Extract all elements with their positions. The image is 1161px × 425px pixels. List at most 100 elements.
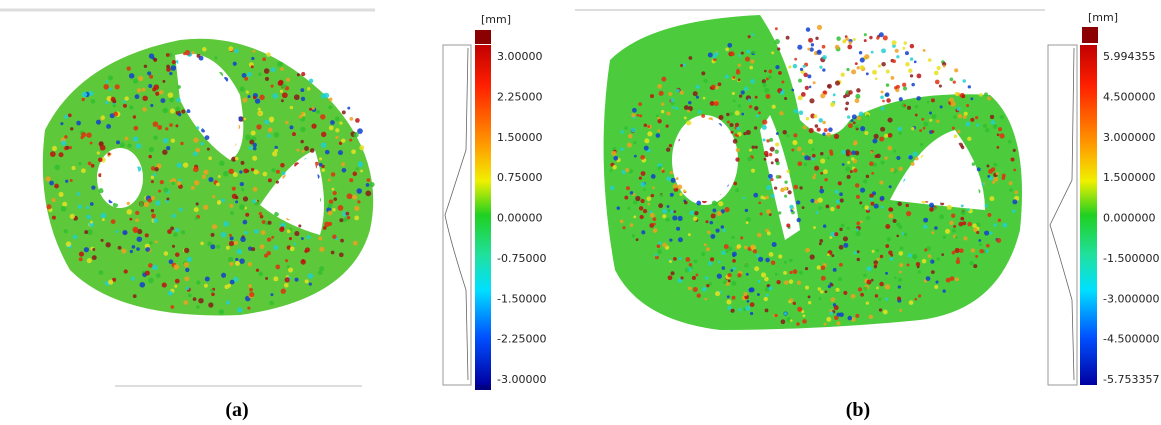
speckle bbox=[880, 255, 883, 258]
speckle bbox=[921, 118, 924, 121]
speckle bbox=[736, 148, 740, 152]
speckle bbox=[172, 60, 176, 64]
speckle bbox=[251, 131, 256, 136]
speckle bbox=[249, 288, 253, 292]
speckle bbox=[169, 179, 172, 182]
speckle bbox=[207, 148, 210, 151]
scale-label: -0.75000 bbox=[497, 252, 546, 265]
speckle bbox=[961, 94, 965, 98]
speckle bbox=[657, 249, 662, 254]
speckle bbox=[744, 263, 749, 268]
hole bbox=[101, 152, 139, 204]
speckle bbox=[899, 97, 903, 101]
scale-label: 0.00000 bbox=[497, 212, 543, 225]
speckle bbox=[105, 80, 108, 83]
speckle bbox=[628, 134, 633, 139]
speckle bbox=[230, 211, 234, 215]
speckle bbox=[79, 252, 84, 257]
speckle bbox=[752, 51, 755, 54]
speckle bbox=[780, 188, 785, 193]
speckle bbox=[116, 230, 119, 233]
speckle bbox=[931, 114, 936, 119]
speckle bbox=[1013, 149, 1016, 152]
speckle bbox=[693, 287, 698, 292]
speckle bbox=[145, 233, 149, 237]
speckle bbox=[826, 205, 830, 209]
speckle bbox=[332, 235, 337, 240]
speckle bbox=[148, 278, 154, 284]
speckle bbox=[703, 79, 707, 83]
speckle bbox=[875, 294, 879, 298]
speckle bbox=[998, 219, 1001, 222]
speckle bbox=[762, 79, 766, 83]
speckle bbox=[324, 222, 329, 227]
speckle bbox=[62, 202, 67, 207]
speckle bbox=[967, 208, 970, 211]
speckle bbox=[666, 148, 670, 152]
speckle bbox=[713, 55, 717, 59]
speckle bbox=[871, 172, 874, 175]
speckle bbox=[830, 311, 834, 315]
speckle bbox=[765, 258, 770, 263]
speckle bbox=[662, 209, 667, 214]
speckle bbox=[86, 132, 91, 137]
speckle bbox=[328, 203, 333, 208]
speckle bbox=[620, 147, 624, 151]
speckle bbox=[895, 49, 899, 53]
speckle bbox=[301, 237, 304, 240]
speckle bbox=[261, 230, 266, 235]
speckle bbox=[175, 124, 178, 127]
speckle bbox=[669, 238, 672, 241]
speckle bbox=[127, 66, 131, 70]
speckle bbox=[897, 296, 901, 300]
speckle bbox=[859, 201, 862, 204]
speckle bbox=[91, 164, 95, 168]
speckle bbox=[904, 41, 907, 44]
speckle bbox=[268, 221, 272, 225]
speckle bbox=[680, 91, 684, 95]
speckle bbox=[319, 163, 323, 167]
speckle bbox=[971, 248, 975, 252]
speckle bbox=[123, 100, 126, 103]
speckle bbox=[848, 316, 853, 321]
speckle bbox=[750, 244, 755, 249]
speckle bbox=[91, 99, 96, 104]
speckle bbox=[321, 142, 327, 148]
speckle bbox=[97, 151, 100, 154]
speckle bbox=[746, 130, 751, 135]
speckle bbox=[203, 205, 208, 210]
speckle bbox=[164, 251, 169, 256]
speckle bbox=[899, 271, 902, 274]
speckle bbox=[216, 183, 220, 187]
speckle bbox=[328, 210, 333, 215]
speckle bbox=[866, 280, 871, 285]
speckle bbox=[800, 68, 803, 71]
speckle bbox=[157, 125, 162, 130]
speckle bbox=[329, 126, 334, 131]
speckle bbox=[69, 146, 72, 149]
speckle bbox=[696, 96, 699, 99]
speckle bbox=[885, 244, 889, 248]
speckle bbox=[174, 285, 177, 288]
speckle bbox=[802, 319, 807, 324]
speckle bbox=[52, 216, 56, 220]
speckle bbox=[745, 306, 750, 311]
speckle bbox=[885, 298, 888, 301]
speckle bbox=[165, 127, 168, 130]
speckle bbox=[151, 209, 154, 212]
speckle bbox=[732, 259, 736, 263]
speckle bbox=[66, 241, 71, 246]
speckle bbox=[92, 255, 97, 260]
speckle bbox=[152, 87, 156, 91]
speckle bbox=[339, 122, 342, 125]
speckle bbox=[786, 224, 790, 228]
speckle bbox=[935, 280, 938, 283]
speckle bbox=[926, 276, 931, 281]
speckle bbox=[764, 88, 769, 93]
speckle bbox=[826, 317, 831, 322]
speckle bbox=[972, 162, 975, 165]
speckle bbox=[871, 51, 874, 54]
speckle bbox=[967, 137, 971, 141]
speckle bbox=[881, 206, 884, 209]
speckle bbox=[729, 123, 733, 127]
